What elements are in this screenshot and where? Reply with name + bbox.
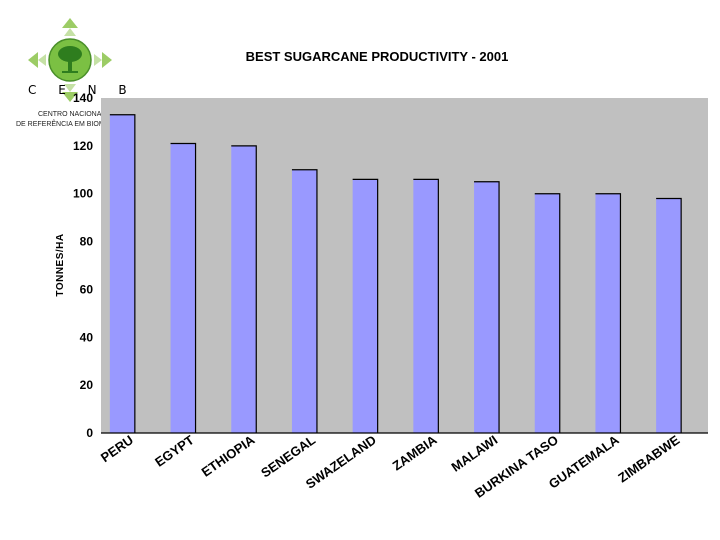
logo-subtitle-line2: DE REFERÊNCIA EM BIOMASSA	[16, 119, 124, 128]
logo-subtitle-line1: CENTRO NACIONAL	[38, 111, 105, 118]
bar-zambia	[413, 179, 439, 433]
bar-edge	[534, 193, 561, 433]
y-axis-label: TONNES/HA	[55, 233, 66, 296]
bar-zimbabwe	[656, 198, 682, 433]
bar-burkina-taso	[534, 193, 560, 433]
y-tick-label: 120	[73, 139, 93, 153]
bar-malawi	[474, 181, 500, 433]
x-category-label: ZIMBABWE	[615, 432, 682, 485]
y-tick-label: 0	[86, 426, 93, 440]
bar-edge	[595, 193, 622, 433]
bar-guatemala	[595, 193, 621, 433]
logo-arrows-icon	[28, 18, 112, 102]
x-category-label: ETHIOPIA	[199, 432, 258, 480]
x-category-label: SENEGAL	[258, 432, 318, 480]
y-tick-label: 20	[80, 378, 94, 392]
tree-icon	[58, 46, 82, 73]
bar-edge	[656, 197, 682, 433]
bar-edge	[352, 178, 379, 433]
bar-edge	[474, 181, 500, 433]
chart-title: BEST SUGARCANE PRODUCTIVITY - 2001	[246, 49, 509, 64]
bar-edge	[170, 142, 197, 433]
x-category-label: EGYPT	[152, 432, 197, 470]
x-category-label: ZAMBIA	[390, 432, 441, 474]
cenbio-logo: C E N B I O CENTRO NACIONAL DE REFERÊNCI…	[16, 18, 126, 128]
x-category-label: PERU	[98, 432, 136, 465]
bar-egypt	[170, 143, 196, 433]
logo-name: C E N B I O	[28, 83, 126, 97]
bar-edge	[231, 145, 257, 433]
y-tick-label: 40	[80, 330, 94, 344]
y-tick-label: 80	[80, 235, 94, 249]
bar-peru	[109, 114, 135, 433]
bar-swazeland	[352, 179, 378, 433]
y-tick-label: 140	[73, 91, 93, 105]
bar-edge	[413, 178, 439, 433]
bar-senegal	[291, 169, 317, 434]
bar-edge	[109, 114, 136, 433]
y-tick-label: 60	[80, 282, 94, 296]
y-tick-label: 100	[73, 187, 93, 201]
bar-ethiopia	[231, 145, 257, 433]
x-category-label: MALAWI	[448, 432, 500, 475]
bar-edge	[291, 169, 318, 433]
